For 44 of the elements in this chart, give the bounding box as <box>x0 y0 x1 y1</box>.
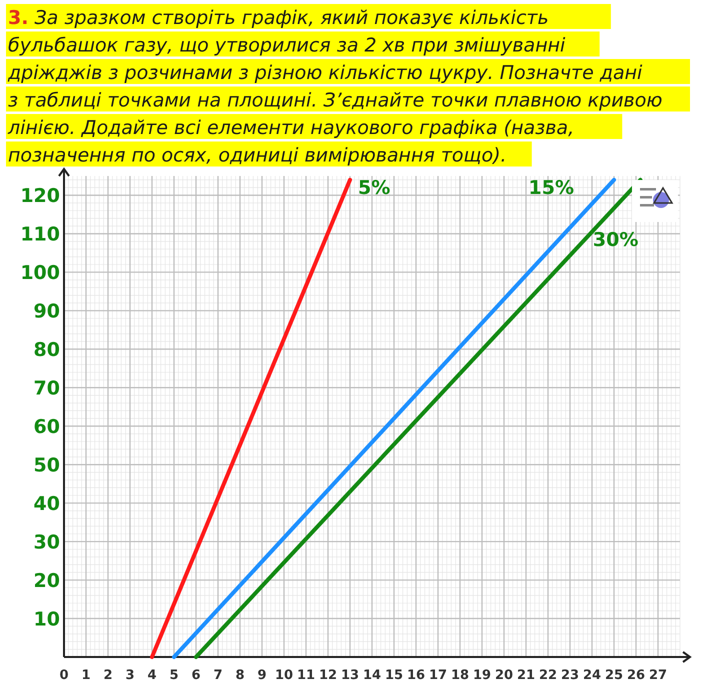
y-tick-label: 100 <box>20 262 60 284</box>
x-tick-label: 23 <box>560 668 580 683</box>
x-tick-label: 3 <box>125 668 135 683</box>
x-tick-label: 6 <box>191 668 201 683</box>
y-tick-label: 80 <box>34 339 60 362</box>
y-tick-label: 110 <box>20 224 60 246</box>
series-label: 30% <box>592 228 638 251</box>
y-tick-label: 10 <box>34 608 60 631</box>
x-tick-label: 12 <box>318 668 338 683</box>
series-label: 15% <box>528 176 574 199</box>
chart-title: 3. За зразком створіть графік, який показує кількість бульбашок газу, що утворилися за 2 хв при змішуванні дріжджів з розчинами з різною кількістю цукру. Позначте дані з таблиці точками на площині. З’єднайте точки плавною кривою лінією. Додайте всі елементи наукового графіка (назва, позначення по осях, одиниці вимірювання тощо). <box>7 7 662 166</box>
x-tick-label: 18 <box>450 668 470 683</box>
x-tick-label: 0 <box>59 668 69 683</box>
y-tick-label: 40 <box>34 493 60 516</box>
x-tick-label: 9 <box>257 668 267 683</box>
x-tick-label: 26 <box>626 668 646 683</box>
x-tick-label: 1 <box>81 668 91 683</box>
x-tick-label: 25 <box>604 668 624 683</box>
x-tick-label: 10 <box>274 668 294 683</box>
y-tick-label: 120 <box>20 185 60 208</box>
x-tick-label: 17 <box>428 668 448 683</box>
series-label: 5% <box>358 176 390 199</box>
x-tick-label: 8 <box>235 668 245 683</box>
x-tick-label: 11 <box>296 668 316 683</box>
x-tick-label: 27 <box>648 668 668 683</box>
x-tick-label: 24 <box>582 668 602 683</box>
x-tick-label: 5 <box>169 668 179 683</box>
x-tick-label: 14 <box>362 668 382 683</box>
x-tick-label: 7 <box>213 668 223 683</box>
x-tick-label: 2 <box>103 668 113 683</box>
y-tick-label: 20 <box>34 570 60 592</box>
x-tick-label: 21 <box>516 668 536 683</box>
x-tick-label: 22 <box>538 668 558 683</box>
y-tick-label: 60 <box>34 416 60 438</box>
x-tick-label: 16 <box>406 668 426 683</box>
y-tick-label: 70 <box>34 378 60 400</box>
y-tick-label: 90 <box>34 300 60 323</box>
y-tick-label: 30 <box>34 532 60 554</box>
x-tick-label: 19 <box>472 668 492 683</box>
y-tick-label: 50 <box>34 454 60 477</box>
x-tick-label: 15 <box>384 668 404 683</box>
x-tick-label: 20 <box>494 668 514 683</box>
x-tick-label: 4 <box>147 668 157 683</box>
x-tick-label: 13 <box>340 668 360 683</box>
